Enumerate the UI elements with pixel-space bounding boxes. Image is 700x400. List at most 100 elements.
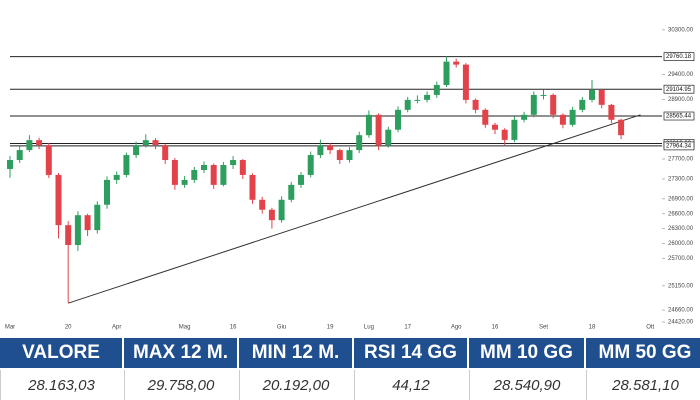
table-header: RSI 14 GG <box>354 338 467 368</box>
y-tick-label: 29400.00 <box>668 72 694 78</box>
chart: 30300.00 29400.00 28900.00 27700.00 27300.00… <box>5 27 695 331</box>
candle-body <box>104 179 110 205</box>
table-value: 29.758,00 <box>124 370 237 400</box>
x-tick-label: Mar <box>5 325 15 331</box>
candle-body <box>84 215 91 231</box>
level-box <box>663 111 695 121</box>
candle-body <box>249 174 256 200</box>
level-label: 27964.34 <box>666 143 692 149</box>
level-label: 29104.95 <box>666 87 692 93</box>
candle-body <box>356 135 363 151</box>
candle-body <box>259 199 266 210</box>
level-box <box>663 141 695 151</box>
x-tick-label: 20 <box>65 325 72 331</box>
table-value: 28.540,90 <box>469 370 584 400</box>
candle-body <box>123 155 130 175</box>
candle-body <box>142 140 149 146</box>
y-tick-label: 24660.00 <box>668 308 694 314</box>
candle-body <box>74 215 81 246</box>
candle-body <box>162 145 169 161</box>
table-header: MIN 12 M. <box>239 338 352 368</box>
candle-body <box>521 114 528 120</box>
candle-body <box>210 165 217 185</box>
table-value: 28.163,03 <box>0 370 122 400</box>
candle-body <box>113 174 120 180</box>
y-tick-label: 27700.00 <box>668 157 694 163</box>
candle-body <box>550 94 557 115</box>
y-tick-label: 24420.00 <box>668 320 694 326</box>
candle-body <box>598 89 605 105</box>
candle-body <box>453 61 460 65</box>
level-box <box>663 52 695 61</box>
x-tick-label: Mag <box>179 325 191 331</box>
y-tick-label: 26900.00 <box>668 196 694 202</box>
candle-body <box>268 209 275 221</box>
candle-body <box>278 199 285 221</box>
table-value: 44,12 <box>354 370 467 400</box>
x-tick-label: Giu <box>277 325 286 331</box>
candle-body <box>462 64 469 100</box>
y-tick-label: 30300.00 <box>668 27 694 33</box>
candle-body <box>559 114 566 125</box>
candle-body <box>385 129 392 146</box>
candle-body <box>424 94 431 100</box>
candle-body <box>472 99 479 110</box>
candle-body <box>152 140 159 146</box>
x-tick-label: 16 <box>230 325 237 331</box>
candle-body <box>298 174 304 185</box>
candle-body <box>395 109 401 130</box>
candle-body <box>230 160 237 165</box>
candle-body <box>94 204 101 231</box>
candle-body <box>7 160 13 169</box>
table-header: MAX 12 M. <box>124 338 237 368</box>
candle-body <box>36 140 43 146</box>
x-tick-label: Ott <box>646 325 654 331</box>
candle-body <box>317 145 324 156</box>
candle-body <box>540 94 547 96</box>
y-tick-label: 27300.00 <box>668 176 694 182</box>
candle-body <box>133 145 140 156</box>
candle-body <box>365 114 372 136</box>
candle-body <box>569 109 576 125</box>
x-tick-label: Lug <box>364 325 374 331</box>
y-tick-label: 26000.00 <box>668 241 694 247</box>
candle-body <box>443 61 450 85</box>
candle-body <box>482 109 489 125</box>
candle-body <box>336 150 343 161</box>
candle-body <box>346 150 353 161</box>
candle-body <box>579 99 586 110</box>
candle-body <box>201 165 207 170</box>
x-tick-label: 16 <box>492 325 499 331</box>
stats-table: VALORE MAX 12 M. MIN 12 M. RSI 14 GG MM 10 G… <box>0 338 700 400</box>
candle-body <box>26 140 33 151</box>
candle-body <box>414 99 421 101</box>
candle-body <box>404 99 411 110</box>
y-tick-label: 25700.00 <box>668 256 694 262</box>
candle-body <box>433 84 440 95</box>
candle-body <box>45 145 52 175</box>
x-tick-label: Apr <box>112 325 121 331</box>
table-header: MM 10 GG <box>469 338 584 368</box>
table-value: 28.581,10 <box>586 370 700 400</box>
candle-body <box>307 155 314 175</box>
table-header: VALORE <box>0 338 122 368</box>
level-label: 29760.18 <box>666 54 692 60</box>
candle-body <box>492 124 498 130</box>
y-tick-label: 26600.00 <box>668 211 694 217</box>
table-header: MM 50 GG <box>586 338 700 368</box>
x-tick-label: 18 <box>589 325 596 331</box>
y-tick-label: 26300.00 <box>668 226 694 232</box>
y-tick-label: 28900.00 <box>668 97 694 103</box>
candle-body <box>181 179 188 185</box>
level-box <box>663 84 695 94</box>
candle-body <box>191 169 198 180</box>
table-value: 20.192,00 <box>239 370 352 400</box>
level-label: 28565.44 <box>666 114 692 120</box>
candle-body <box>55 174 62 226</box>
candle-body <box>618 119 625 136</box>
trendline <box>68 114 641 304</box>
x-tick-label: 17 <box>404 325 411 331</box>
candle-body <box>171 160 178 185</box>
candle-body <box>16 150 23 161</box>
